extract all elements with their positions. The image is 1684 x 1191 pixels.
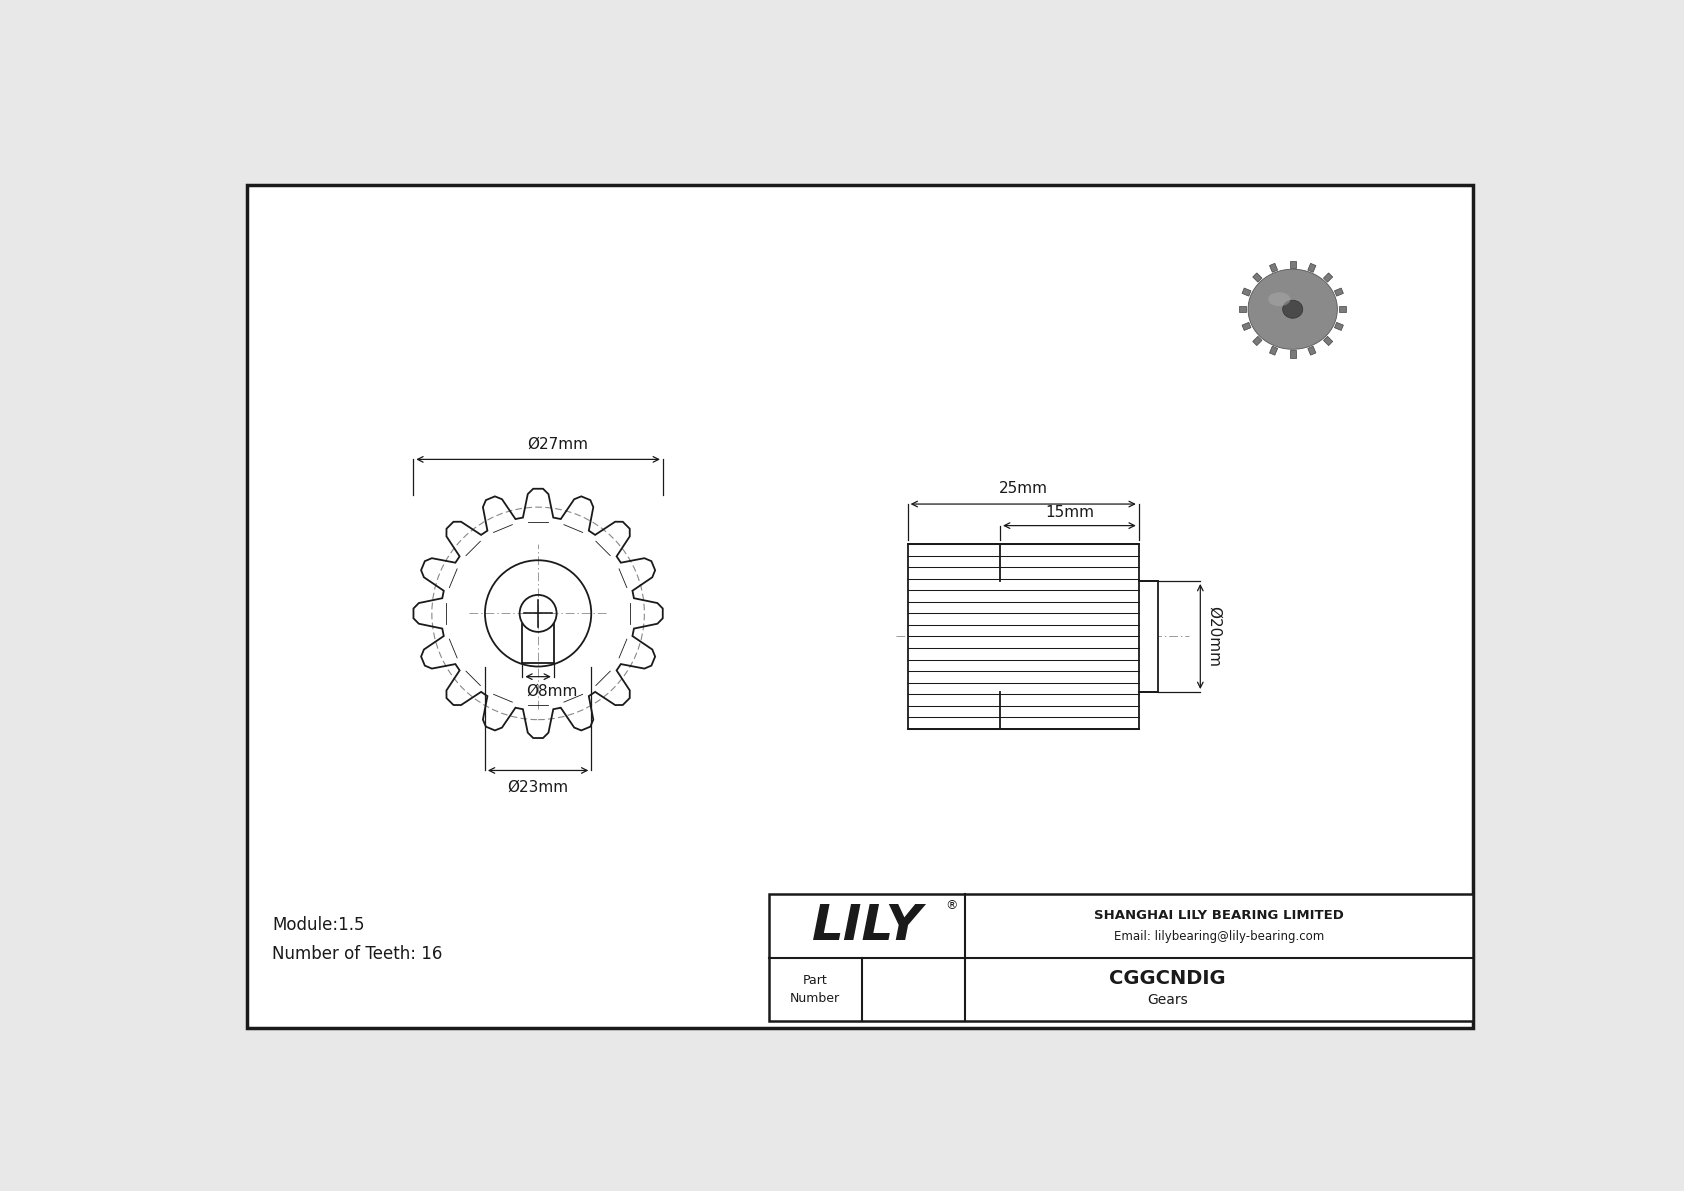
Bar (908, 544, 1138, 729)
Text: Part
Number: Part Number (790, 974, 840, 1005)
Text: Ø23mm: Ø23mm (507, 780, 569, 794)
Polygon shape (1308, 347, 1315, 355)
Polygon shape (1270, 263, 1278, 273)
Polygon shape (1243, 323, 1251, 330)
Text: CGGCNDIG: CGGCNDIG (1108, 969, 1226, 989)
Text: ®: ® (945, 899, 958, 912)
Polygon shape (1270, 347, 1278, 355)
Text: Number of Teeth: 16: Number of Teeth: 16 (273, 944, 443, 962)
Polygon shape (1290, 350, 1295, 357)
Polygon shape (1239, 306, 1246, 312)
Text: Gears: Gears (1147, 993, 1187, 1006)
Text: 15mm: 15mm (1044, 505, 1095, 520)
Ellipse shape (1268, 292, 1290, 306)
Text: 25mm: 25mm (999, 481, 1047, 497)
Polygon shape (1290, 261, 1295, 268)
Text: Ø8mm: Ø8mm (527, 684, 578, 699)
Polygon shape (1339, 306, 1347, 312)
Polygon shape (1334, 323, 1344, 330)
Text: Ø20mm: Ø20mm (1207, 606, 1221, 667)
Polygon shape (1324, 273, 1332, 282)
Text: Email: lilybearing@lily-bearing.com: Email: lilybearing@lily-bearing.com (1115, 930, 1324, 943)
Polygon shape (1243, 288, 1251, 297)
Text: SHANGHAI LILY BEARING LIMITED: SHANGHAI LILY BEARING LIMITED (1095, 909, 1344, 922)
Polygon shape (1324, 336, 1332, 345)
Bar (1000, 581, 1159, 692)
Ellipse shape (1283, 300, 1303, 318)
Polygon shape (1308, 263, 1315, 273)
Text: Ø27mm: Ø27mm (527, 437, 588, 451)
Polygon shape (1334, 288, 1344, 297)
Polygon shape (1253, 273, 1261, 282)
Ellipse shape (1248, 269, 1337, 349)
Text: Module:1.5: Module:1.5 (273, 916, 365, 934)
Bar (770, 894, 1474, 1022)
Text: LILY: LILY (812, 903, 923, 950)
Polygon shape (1253, 336, 1261, 345)
